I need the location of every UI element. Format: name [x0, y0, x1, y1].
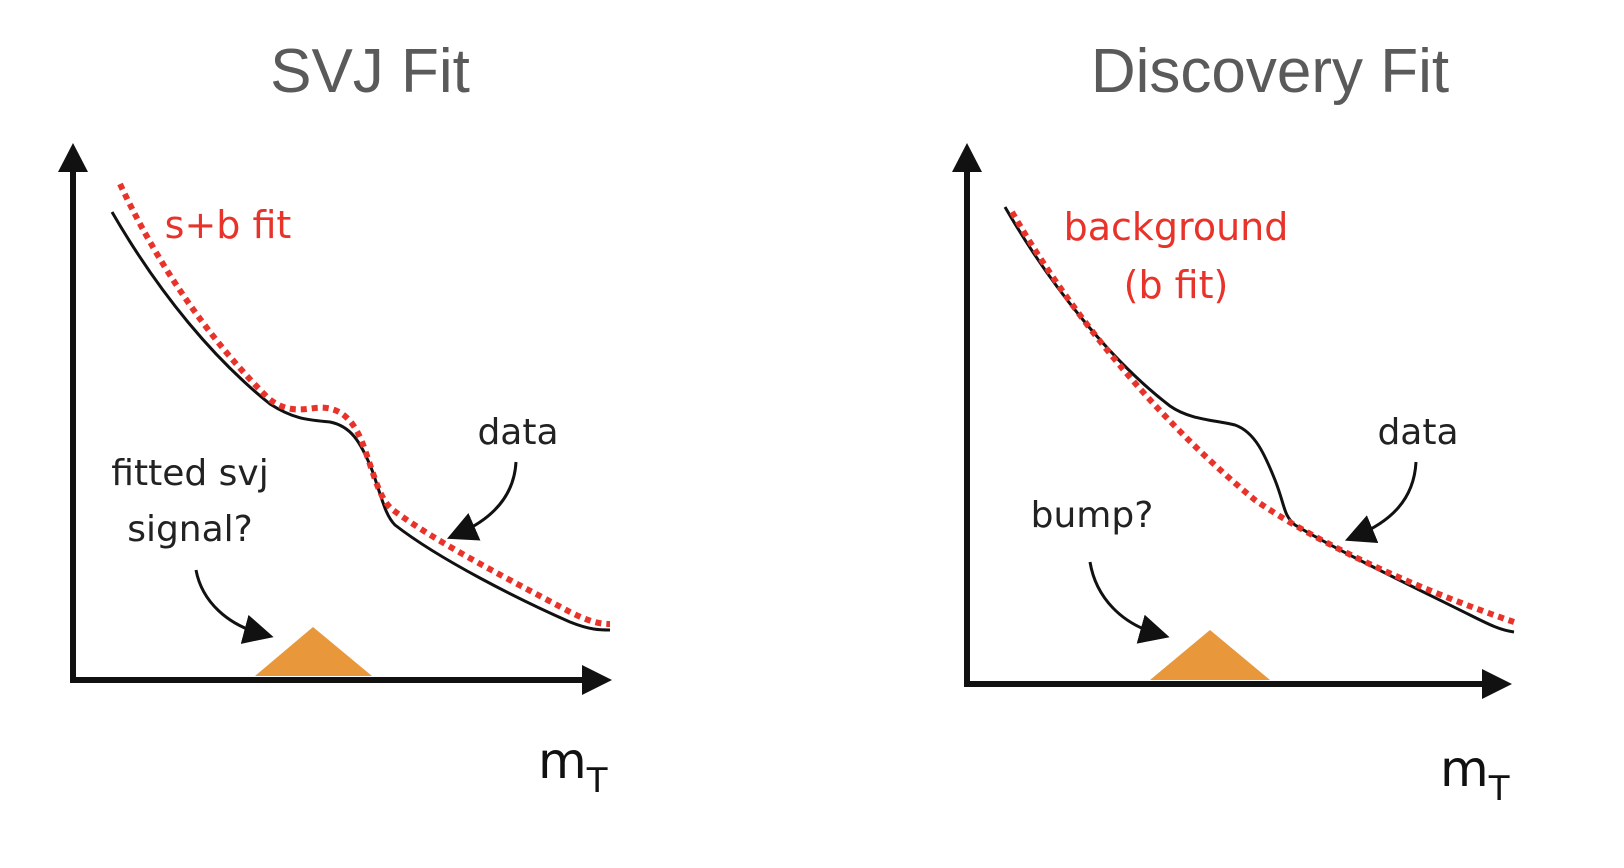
x-axis-label-mt: mT: [1440, 740, 1510, 809]
svj-fit-panel: s+b fit data fitted svj signal? mT: [58, 143, 612, 801]
data-pointer-arrow: [1344, 461, 1418, 544]
y-axis-arrowhead: [58, 143, 88, 172]
data-label: data: [477, 412, 558, 453]
svj-fit-title: SVJ Fit: [270, 37, 470, 106]
bump-label: bump?: [1031, 495, 1154, 536]
discovery-fit-panel: background (b fit) data bump? mT: [952, 143, 1515, 809]
s-plus-b-fit-curve: [117, 182, 611, 627]
fitted-svj-label-line-2: signal?: [127, 509, 253, 550]
data-label: data: [1377, 412, 1458, 453]
y-axis-arrowhead: [952, 143, 982, 172]
x-axis-label-mt: mT: [538, 732, 608, 801]
signal-pointer-arrow: [194, 569, 274, 644]
fitted-svj-label-line-1: fitted svj: [111, 453, 268, 494]
svj-signal-peak: [255, 627, 372, 676]
x-axis-arrowhead: [582, 665, 612, 695]
s-plus-b-fit-label: s+b fit: [165, 203, 292, 247]
bump-pointer-arrow: [1088, 561, 1170, 644]
background-fit-label-line-2: (b fit): [1124, 263, 1229, 307]
discovery-fit-title: Discovery Fit: [1090, 37, 1450, 106]
background-fit-label-line-1: background: [1064, 205, 1289, 249]
background-fit-curve: [1009, 210, 1515, 625]
x-axis-arrowhead: [1482, 669, 1512, 699]
bump-peak: [1150, 630, 1270, 680]
data-pointer-arrow: [447, 461, 518, 541]
